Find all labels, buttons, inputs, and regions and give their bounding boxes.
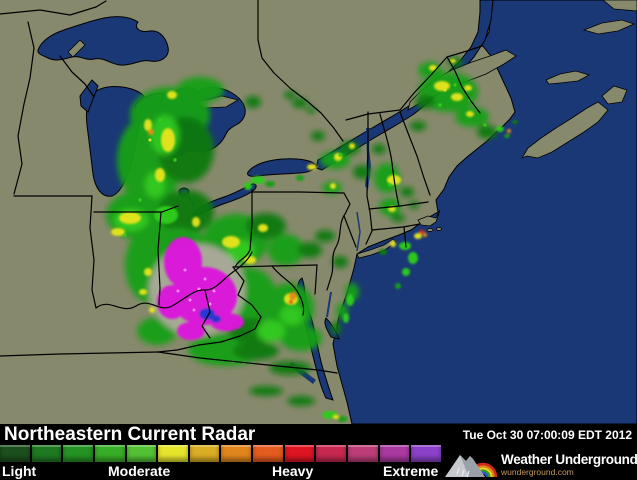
legend-label-heavy: Heavy [272,463,314,479]
nantucket [436,227,442,231]
intensity-seg-9 [253,445,283,462]
green-bay [79,79,99,113]
legend-labels: Light Moderate Heavy Extreme [0,462,441,480]
intensity-seg-10 [284,445,315,462]
intensity-seg-6 [158,445,188,462]
brand-text: Weather Underground® wunderground.com [501,453,637,476]
weather-underground-logo: Weather Underground® wunderground.com [441,444,637,480]
delaware-river [326,291,332,318]
intensity-seg-7 [189,445,220,462]
radar-speckles [123,83,487,312]
intensity-seg-1 [0,445,30,462]
intensity-seg-4 [94,445,125,462]
brand-url: wunderground.com [501,466,574,477]
keweenaw-peninsula [67,39,86,58]
mountain-rainbow-rain-icon [445,455,498,478]
prince-edward-island [545,70,591,85]
info-bar: Northeastern Current Radar Tue Oct 30 07… [0,424,637,480]
legend-label-moderate: Moderate [108,463,171,479]
intensity-colorbar [0,445,441,462]
legend-label-light: Light [2,463,37,479]
atlantic-ocean [332,0,637,424]
radar-map-image [0,0,637,424]
legend-label-extreme: Extreme [383,463,439,479]
brand-name: Weather Underground® [501,452,637,467]
state-borders [0,0,483,374]
cape-breton-island [601,85,628,105]
hudson-river [356,211,361,252]
anticosti-island [582,19,636,35]
cape-cod [417,209,441,227]
nova-scotia [521,101,609,159]
page-title: Northeastern Current Radar [4,423,256,445]
intensity-seg-3 [63,445,93,462]
newfoundland-corner [602,0,637,12]
mixed-precip-blue [199,308,215,320]
long-island [356,238,397,259]
intensity-seg-2 [31,445,62,462]
intensity-seg-14 [411,445,441,462]
intensity-seg-5 [126,445,157,462]
radar-timestamp: Tue Oct 30 07:00:09 EDT 2012 [462,427,632,442]
intensity-seg-13 [379,445,410,462]
intensity-seg-8 [221,445,252,462]
radar-echoes-cores [111,59,518,422]
intensity-seg-12 [348,445,378,462]
marthas-vineyard [426,228,434,232]
intensity-seg-11 [316,445,347,462]
northeast-radar-map [0,0,637,424]
title-row: Northeastern Current Radar Tue Oct 30 07… [0,424,637,445]
